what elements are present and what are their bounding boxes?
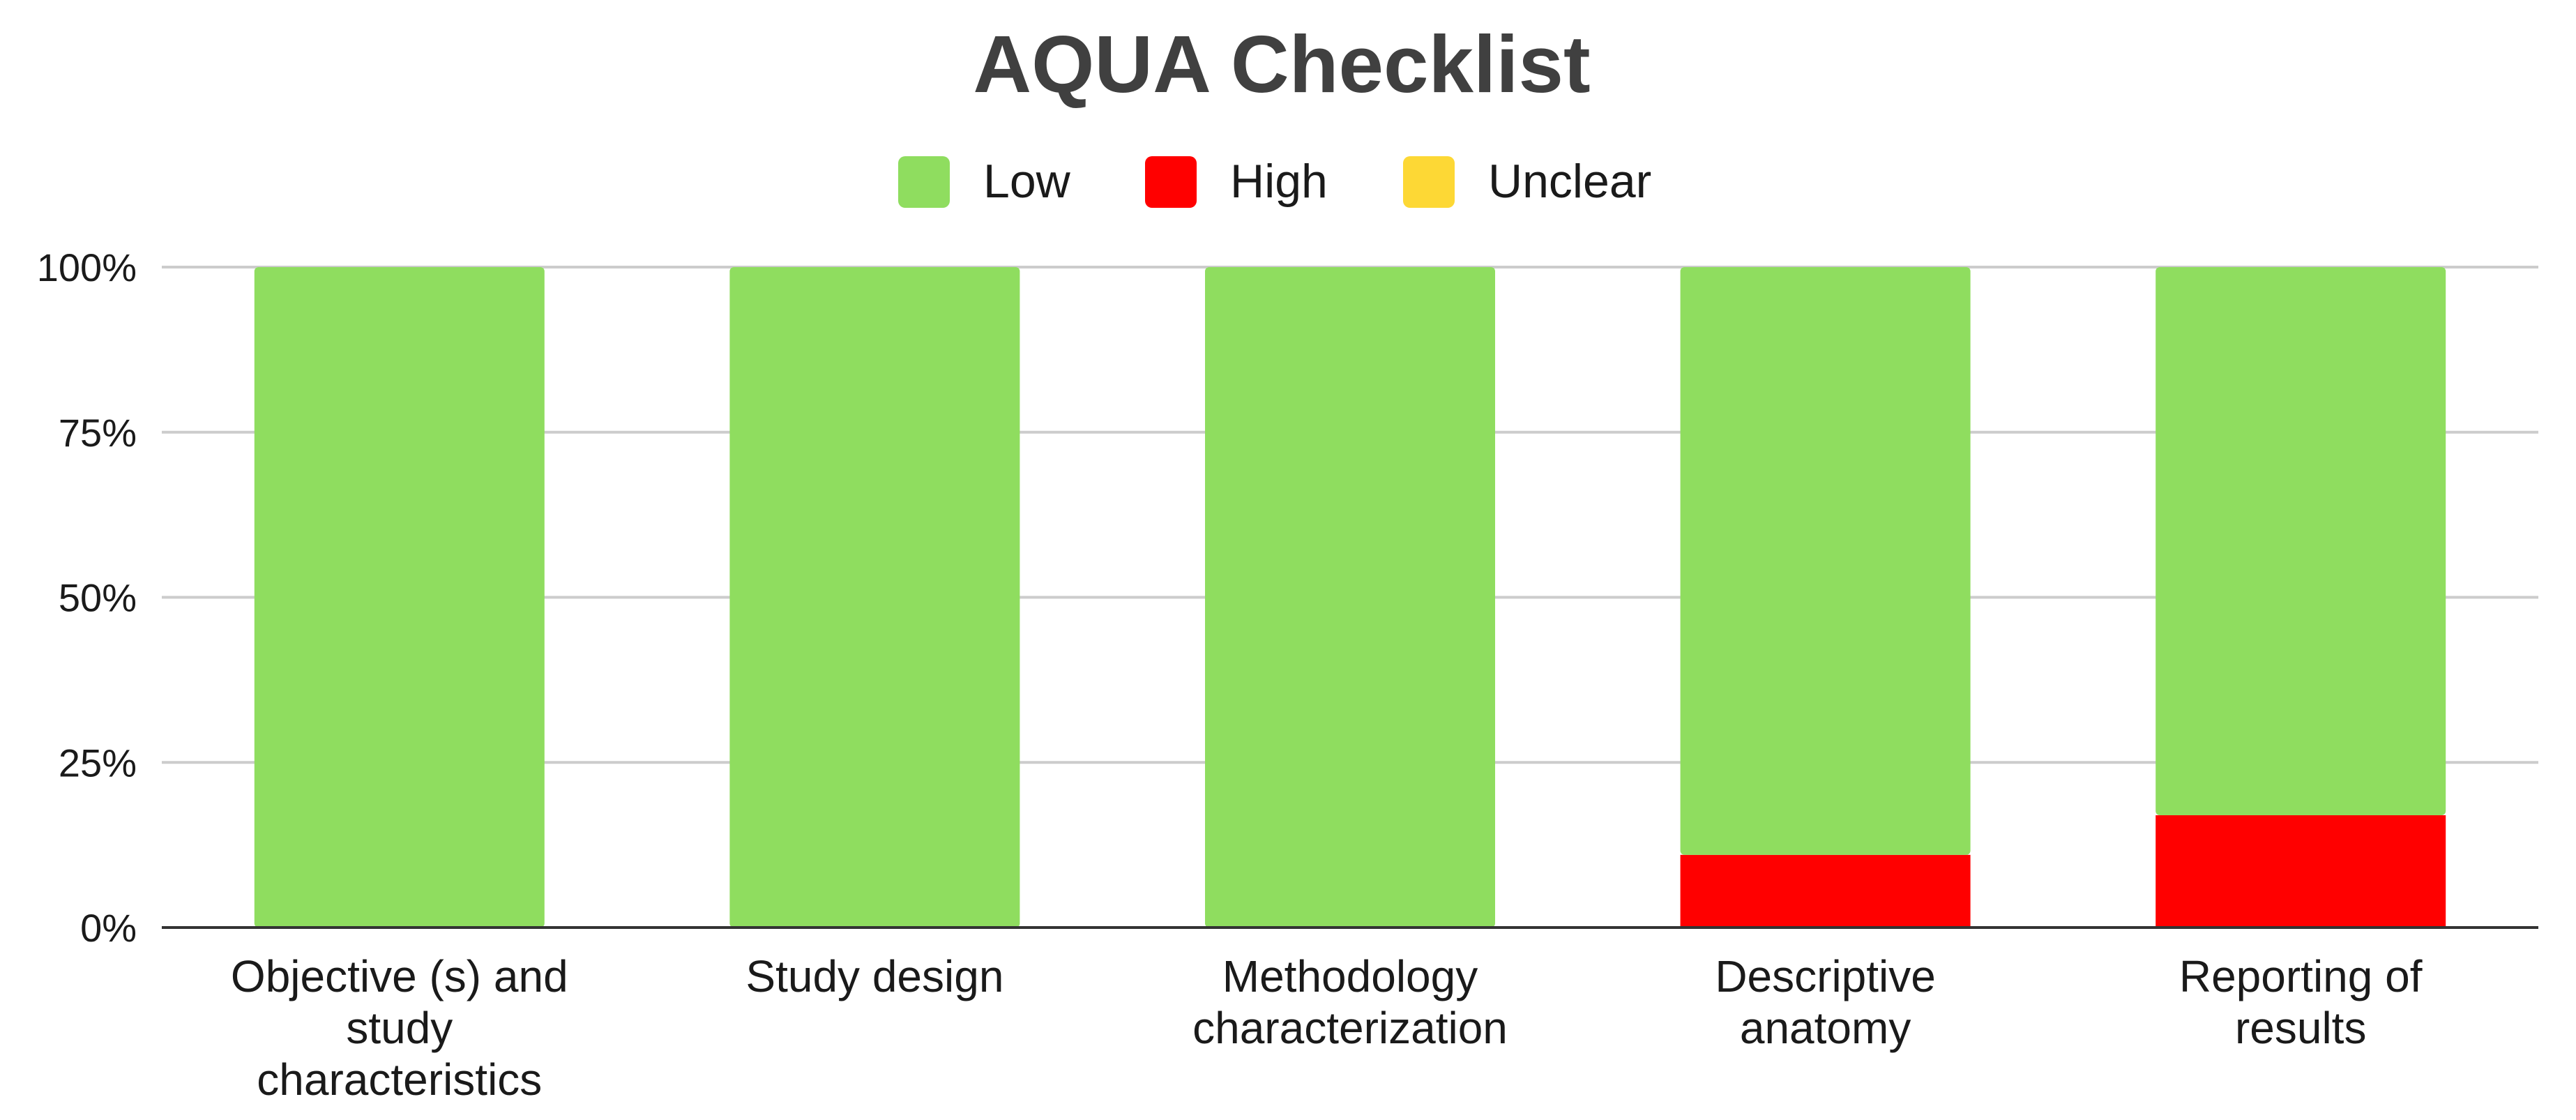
- y-axis-ticks: 0% 25% 50% 75% 100%: [37, 245, 137, 950]
- y-tick-label-0: 0%: [80, 906, 137, 950]
- legend-swatch-unclear: [1403, 156, 1455, 208]
- y-tick-label-100: 100%: [37, 245, 137, 289]
- x-label-line: characterization: [1192, 1003, 1508, 1053]
- bar-study-design-low: [729, 267, 1020, 928]
- x-label-line: study: [346, 1003, 453, 1053]
- x-label-line: Descriptive: [1715, 951, 1936, 1001]
- bar-reporting-of-results-high: [2155, 815, 2446, 928]
- x-label-line: results: [2235, 1003, 2367, 1053]
- y-tick-label-50: 50%: [59, 576, 137, 620]
- x-label-line: Reporting of: [2179, 951, 2423, 1001]
- bar-descriptive-anatomy-high: [1680, 854, 1971, 928]
- y-tick-label-75: 75%: [59, 411, 137, 455]
- x-label-methodology-characterization: Methodology characterization: [1192, 951, 1508, 1053]
- legend-swatch-high: [1145, 156, 1197, 208]
- legend-label-unclear: Unclear: [1488, 155, 1651, 208]
- x-label-line: characteristics: [257, 1054, 542, 1105]
- x-label-reporting-of-results: Reporting of results: [2179, 951, 2423, 1053]
- bar-methodology-characterization-low: [1205, 267, 1495, 928]
- x-label-objective-s-and-study-characteristics: Objective (s) and study characteristics: [231, 951, 568, 1105]
- x-label-line: anatomy: [1740, 1003, 1911, 1053]
- x-label-line: Study design: [745, 951, 1003, 1001]
- chart-title: AQUA Checklist: [973, 19, 1590, 109]
- x-label-line: Objective (s) and: [231, 951, 568, 1001]
- legend-swatch-low: [898, 156, 950, 208]
- bar-objective-s-and-study-characteristics-low: [254, 267, 545, 928]
- legend: Low High Unclear: [898, 155, 1651, 208]
- x-label-line: Methodology: [1222, 951, 1478, 1001]
- bars: [254, 267, 2446, 928]
- y-tick-label-25: 25%: [59, 741, 137, 785]
- x-label-study-design: Study design: [745, 951, 1003, 1001]
- legend-label-low: Low: [983, 155, 1071, 208]
- x-axis-labels: Objective (s) and study characteristics Stu…: [231, 951, 2423, 1105]
- x-label-descriptive-anatomy: Descriptive anatomy: [1715, 951, 1936, 1053]
- bar-descriptive-anatomy-low: [1680, 267, 1971, 855]
- bar-reporting-of-results-low: [2155, 267, 2446, 816]
- legend-label-high: High: [1230, 155, 1328, 208]
